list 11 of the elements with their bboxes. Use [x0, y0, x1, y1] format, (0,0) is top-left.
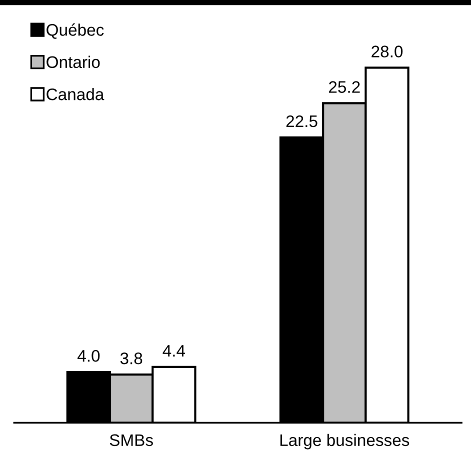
data-label: 25.2: [329, 81, 360, 93]
x-tick-label: Large businesses: [280, 434, 410, 450]
legend-label: Ontario: [46, 56, 100, 68]
data-label: 22.5: [286, 115, 318, 128]
legend-label: Québec: [46, 23, 104, 39]
data-label: 4.0: [78, 350, 100, 362]
data-label: 3.8: [120, 352, 142, 364]
data-label: 28.0: [372, 46, 403, 58]
x-tick-label: SMBs: [110, 434, 153, 446]
data-label: 4.4: [162, 345, 186, 357]
legend-label: Canada: [46, 88, 104, 100]
